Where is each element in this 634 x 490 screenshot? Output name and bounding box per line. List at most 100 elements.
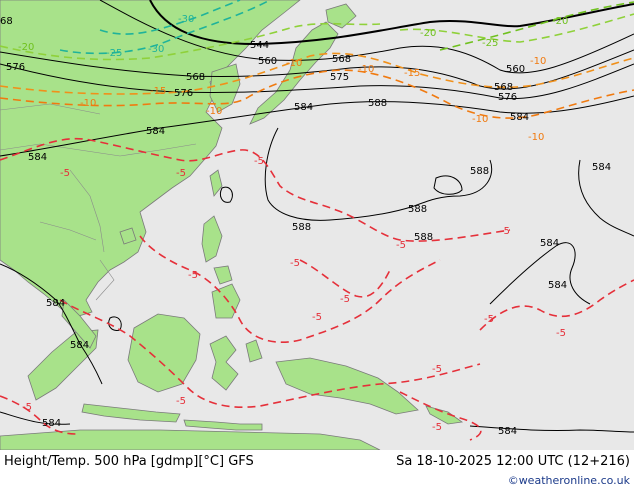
temp-label: -5 <box>500 226 510 237</box>
temp-label: -10 <box>472 114 488 125</box>
moluccas <box>245 339 263 363</box>
height-label: 568 <box>494 82 513 93</box>
isotherm-minus-5-d <box>0 395 77 435</box>
contour-584-east <box>578 159 634 237</box>
contour-588 <box>264 127 492 221</box>
isotherm-minus-10 <box>0 69 634 119</box>
isotherm-minus-25-east <box>439 1 634 51</box>
height-label: 588 <box>414 232 433 243</box>
temp-label: -15 <box>404 68 420 79</box>
temp-label: -10 <box>206 106 222 117</box>
height-label: 584 <box>28 152 47 163</box>
height-label: 584 <box>146 126 165 137</box>
height-label: 584 <box>42 418 61 429</box>
temp-label: -20 <box>552 16 568 27</box>
contour-560-west <box>99 0 634 74</box>
lesser-sunda <box>183 419 263 431</box>
luzon <box>201 215 223 263</box>
sumatra <box>27 329 99 401</box>
isotherm-minus-20-west <box>0 22 381 61</box>
height-label: 588 <box>470 166 489 177</box>
temp-label: -10 <box>80 98 96 109</box>
height-label: 576 <box>6 62 25 73</box>
java <box>81 403 181 423</box>
temp-label: -5 <box>290 258 300 269</box>
height-label: 584 <box>548 280 567 291</box>
height-label: 575 <box>330 72 349 83</box>
temp-label: -20 <box>18 42 34 53</box>
isotherm-minus-5-f <box>399 391 482 441</box>
hokkaido <box>325 3 357 29</box>
height-label: 588 <box>408 204 427 215</box>
height-label: 584 <box>540 238 559 249</box>
visayas <box>213 265 233 285</box>
malay-peninsula <box>61 299 97 349</box>
temp-label: -25 <box>106 48 122 59</box>
temp-label: -5 <box>22 402 32 413</box>
temperature-isotherms <box>0 0 634 441</box>
contour-small-loop <box>108 316 122 331</box>
contour-544 <box>149 0 634 46</box>
isotherm-minus-25-west <box>59 0 271 55</box>
contour-584-sw <box>0 263 103 385</box>
height-label: 584 <box>70 340 89 351</box>
height-label: 568 <box>332 54 351 65</box>
temp-label: -30 <box>148 44 164 55</box>
taiwan <box>209 169 223 197</box>
borneo <box>127 313 201 393</box>
credit-link[interactable]: ©weatheronline.co.uk <box>507 474 630 487</box>
height-label: 584 <box>592 162 611 173</box>
contour-588-small <box>219 186 233 203</box>
temp-label: -15 <box>150 86 166 97</box>
temp-label: -5 <box>176 396 186 407</box>
sulawesi <box>209 335 239 391</box>
temp-label: -5 <box>188 270 198 281</box>
temp-label: -5 <box>60 168 70 179</box>
isotherm-minus-20-east <box>399 13 634 43</box>
isotherm-minus-5-e <box>479 279 634 331</box>
contour-584-north <box>0 95 634 157</box>
temp-label: -5 <box>432 422 442 433</box>
asia-mainland <box>0 0 301 319</box>
isotherm-minus-5-a <box>0 138 511 242</box>
temp-label: -5 <box>484 314 494 325</box>
hainan <box>119 227 137 245</box>
isotherm-minus-30 <box>99 0 241 35</box>
temp-label: -5 <box>312 312 322 323</box>
height-contours <box>0 0 634 433</box>
temp-label: -5 <box>432 364 442 375</box>
height-label: 560 <box>258 56 277 67</box>
land-layer <box>0 0 464 450</box>
contour-576 <box>0 63 634 100</box>
temp-label: -25 <box>482 38 498 49</box>
temp-label: -20 <box>420 28 436 39</box>
korea-peninsula <box>209 63 241 113</box>
new-guinea <box>275 357 419 415</box>
isotherm-minus-5-g <box>299 259 391 298</box>
height-label: 576 <box>498 92 517 103</box>
height-label: 584 <box>498 426 517 437</box>
temp-label: -5 <box>396 240 406 251</box>
contour-584-se <box>469 425 634 433</box>
height-label: 576 <box>174 88 193 99</box>
height-label: 560 <box>506 64 525 75</box>
temp-label: -10 <box>286 58 302 69</box>
height-label: 68 <box>0 16 13 27</box>
temp-label: -5 <box>340 294 350 305</box>
height-labels: 68 544 560 568 576 568 576 575 584 588 5… <box>0 16 611 437</box>
contour-588-cell <box>433 175 463 195</box>
map-footer: Height/Temp. 500 hPa [gdmp][°C] GFS Sa 1… <box>0 450 634 490</box>
height-label: 584 <box>294 102 313 113</box>
australia <box>0 429 381 450</box>
temp-label: -10 <box>530 56 546 67</box>
isotherm-minus-5-c <box>59 299 481 408</box>
height-label: 584 <box>46 298 65 309</box>
country-borders <box>0 103 197 301</box>
solomon-islands <box>425 405 464 425</box>
height-label: 544 <box>250 40 269 51</box>
contour-584-bottom <box>0 411 71 425</box>
height-label: 588 <box>368 98 387 109</box>
temperature-labels: -30 -30 -25 -25 -20 -20 -20 -15 -15 -10 … <box>18 14 568 433</box>
temp-label: -5 <box>176 168 186 179</box>
temp-label: -5 <box>556 328 566 339</box>
